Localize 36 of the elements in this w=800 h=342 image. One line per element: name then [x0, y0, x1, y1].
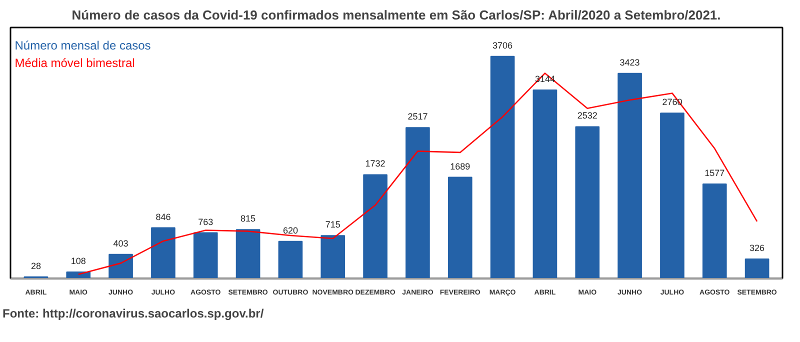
text: Número mensal de casos	[14, 38, 151, 53]
data-label: 108	[70, 256, 86, 266]
data-label: 715	[325, 220, 340, 230]
bar	[660, 112, 684, 278]
bar	[702, 183, 727, 278]
data-label: 1689	[450, 161, 470, 172]
data-label: 846	[156, 212, 171, 222]
bar	[320, 235, 346, 278]
data-label: 815	[240, 214, 256, 224]
data-label: 3423	[620, 57, 640, 68]
bar	[490, 56, 515, 278]
bar	[193, 232, 218, 278]
chart-title: Número de casos da Covid-19 confirmados mensalmente em São Carlos/SP: Abril/2020 a Setembro/2021.	[72, 8, 721, 22]
source-note: Fonte: http://coronavirus.saocarlos.sp.gov.br/	[2, 306, 264, 320]
data-label: 3706	[492, 40, 513, 50]
bar	[363, 174, 388, 278]
bar	[575, 126, 600, 278]
data-label: 403	[113, 238, 128, 248]
bar	[532, 90, 558, 278]
bar	[108, 254, 133, 278]
bar	[278, 240, 303, 278]
data-label: 2532	[577, 110, 598, 121]
bar	[744, 258, 770, 278]
data-label: 763	[198, 216, 214, 227]
bar	[618, 72, 642, 278]
text: Média móvel bimestral	[14, 56, 135, 70]
bar	[151, 227, 176, 278]
bar	[236, 229, 260, 278]
data-label: 2517	[408, 112, 428, 122]
data-label: 1577	[704, 168, 725, 178]
bar	[448, 176, 472, 278]
data-label: 620	[282, 225, 298, 236]
bar	[406, 127, 430, 278]
data-label: 28	[30, 260, 41, 271]
data-label: 1732	[365, 158, 386, 169]
data-label: 326	[750, 242, 765, 253]
